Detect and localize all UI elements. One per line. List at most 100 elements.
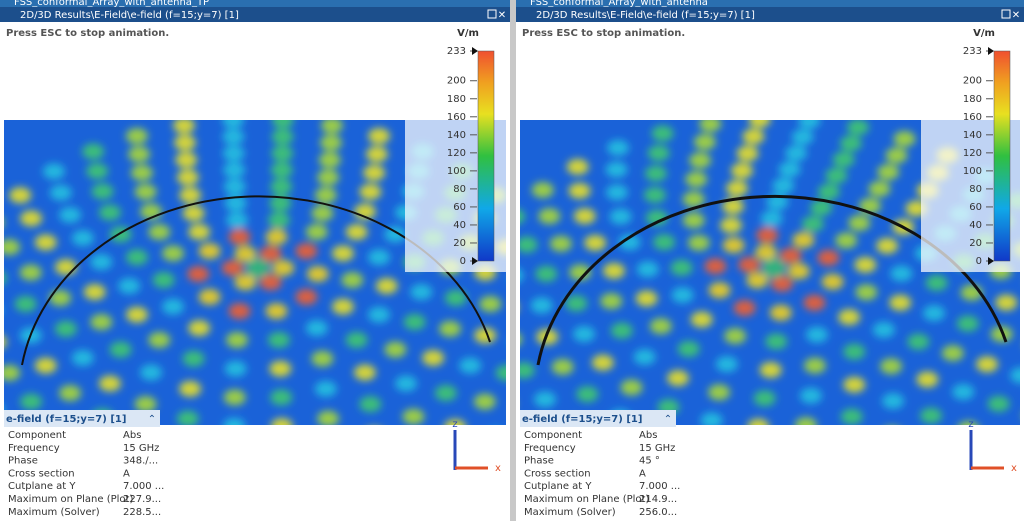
field-blob (715, 356, 738, 373)
field-blob (848, 215, 871, 232)
close-button[interactable]: ✕ (1012, 10, 1020, 21)
field-blob (473, 393, 496, 410)
field-blob (843, 376, 866, 393)
field-blob (49, 290, 72, 306)
field-blob (647, 145, 670, 162)
field-blob (771, 275, 794, 292)
field-blob (803, 357, 826, 374)
colorbar (477, 50, 495, 262)
colorbar-tick-label: 20 (969, 238, 982, 249)
field-blob (584, 234, 607, 251)
field-blob (607, 139, 630, 156)
field-blob (408, 441, 430, 457)
colorbar-tick-label: 140 (447, 130, 466, 141)
info-header-bg (4, 410, 160, 427)
field-blob (223, 161, 246, 178)
info-label: Component (8, 430, 66, 441)
field-blob (152, 272, 175, 288)
field-blob (91, 183, 114, 200)
field-blob (551, 358, 574, 375)
field-blob (530, 297, 553, 314)
colorbar-tick-label: 233 (963, 46, 982, 57)
field-blob (880, 358, 903, 375)
info-label: Cutplane at Y (8, 481, 76, 492)
field-blob (174, 469, 196, 485)
field-blob (222, 128, 245, 145)
field-blob (295, 243, 318, 260)
field-blob (976, 356, 999, 373)
field-blob (837, 440, 859, 456)
field-blob (633, 349, 656, 366)
field-blob (271, 120, 294, 129)
colorbar-tick-label: 120 (447, 148, 466, 159)
field-blob (907, 333, 930, 350)
field-blob (459, 357, 482, 374)
field-blob (314, 187, 337, 204)
field-blob (847, 120, 870, 136)
field-blob (728, 503, 750, 519)
info-value: 214.9... (639, 494, 677, 505)
info-title: e-field (f=15;y=7) [1] (6, 414, 126, 425)
field-blob (734, 475, 756, 491)
field-blob (403, 314, 426, 331)
field-blob (175, 440, 197, 456)
field-blob (549, 235, 572, 252)
restore-button[interactable] (1001, 9, 1011, 19)
field-blob (182, 350, 205, 367)
field-blob (4, 409, 5, 410)
field-blob (746, 272, 769, 289)
field-blob (801, 215, 824, 232)
field-blob (271, 128, 294, 145)
field-blob (272, 475, 294, 491)
field-blob (753, 390, 776, 407)
info-value: 7.000 ... (639, 481, 680, 492)
info-label: Maximum (Solver) (8, 507, 100, 518)
field-blob (198, 288, 221, 305)
colorbar-tick-label: 120 (963, 148, 982, 159)
field-blob (868, 180, 891, 197)
field-blob (722, 198, 745, 215)
close-button[interactable]: ✕ (498, 10, 506, 21)
collapse-button[interactable]: ⌃ (664, 414, 672, 425)
field-blob (618, 234, 641, 251)
info-label: Frequency (8, 443, 60, 454)
field-blob (689, 152, 712, 169)
info-title: e-field (f=15;y=7) [1] (522, 414, 642, 425)
field-blob (704, 258, 727, 275)
field-blob (359, 183, 382, 200)
field-blob (410, 284, 433, 300)
field-blob (402, 408, 425, 425)
field-blob (534, 391, 557, 408)
field-blob (754, 244, 777, 261)
field-blob (736, 145, 759, 162)
field-blob (827, 500, 849, 516)
field-blob (314, 380, 337, 397)
colorbar-unit: V/m (457, 28, 479, 39)
colorbar-tick-label: 40 (969, 220, 982, 231)
field-blob (270, 418, 293, 425)
splitter[interactable] (510, 0, 516, 521)
field-blob (889, 294, 912, 311)
field-blob (877, 164, 900, 181)
axis-label-x: x (495, 463, 501, 474)
field-blob (179, 187, 202, 204)
field-blob (805, 326, 828, 343)
field-blob (320, 120, 343, 134)
field-blob (565, 295, 588, 312)
axis-label-z: z (968, 419, 973, 430)
field-blob (832, 470, 854, 486)
field-blob (787, 263, 810, 280)
field-blob (173, 120, 196, 134)
field-blob (226, 212, 249, 229)
collapse-button[interactable]: ⌃ (148, 414, 156, 425)
field-blob (693, 441, 715, 457)
field-blob (759, 361, 782, 378)
window-header-title: 2D/3D Results\E-Field\e-field (f=15;y=7)… (20, 10, 239, 21)
info-value: A (123, 468, 130, 479)
field-blob (832, 151, 855, 168)
restore-button[interactable] (487, 9, 497, 19)
field-blob (784, 475, 806, 491)
field-blob (222, 504, 244, 520)
field-blob (59, 206, 82, 223)
field-blob (686, 469, 708, 485)
